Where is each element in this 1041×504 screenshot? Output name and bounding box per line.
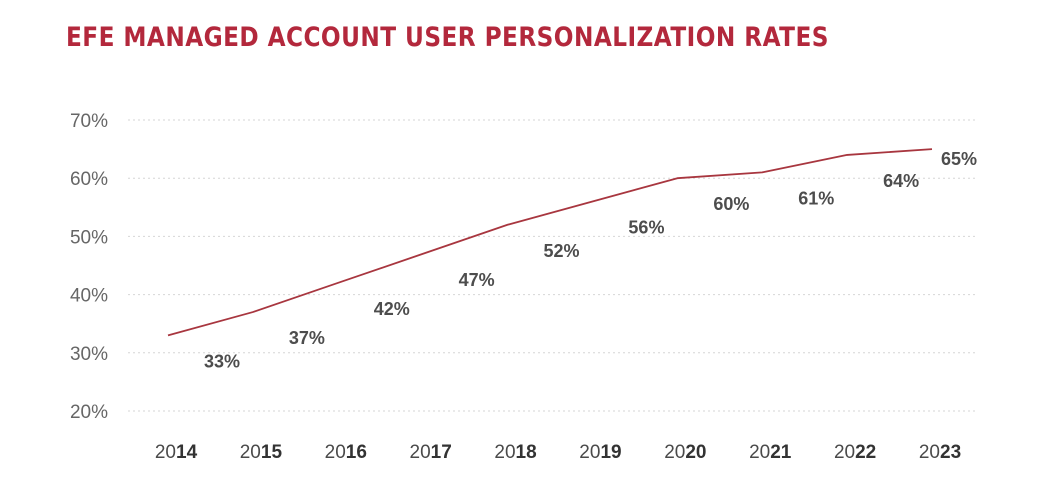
x-tick-label: 2015	[240, 442, 283, 463]
x-tick-suffix: 14	[176, 442, 198, 463]
data-label: 61%	[798, 188, 834, 208]
data-label: 47%	[459, 270, 495, 290]
x-tick-label: 2023	[919, 442, 961, 463]
data-label: 37%	[289, 328, 325, 348]
x-tick-prefix: 20	[240, 442, 261, 463]
y-tick-label: 70%	[70, 111, 108, 132]
x-tick-prefix: 20	[410, 442, 431, 463]
data-label: 52%	[544, 241, 580, 261]
x-tick-suffix: 20	[685, 442, 706, 463]
x-tick-suffix: 17	[431, 442, 452, 463]
data-label: 65%	[941, 149, 977, 169]
chart-title: EFE MANAGED ACCOUNT USER PERSONALIZATION…	[66, 22, 829, 53]
x-tick-label: 2016	[325, 442, 367, 463]
series-layer	[167, 148, 933, 337]
y-axis: 20% 30% 40% 50% 60% 70%	[70, 111, 108, 423]
y-tick-label: 40%	[70, 286, 108, 307]
x-tick-prefix: 20	[834, 442, 855, 463]
x-tick-label: 2022	[834, 442, 876, 463]
x-tick-prefix: 20	[664, 442, 685, 463]
x-tick-prefix: 20	[579, 442, 600, 463]
x-tick-prefix: 20	[155, 442, 176, 463]
x-tick-label: 2017	[410, 442, 452, 463]
x-tick-label: 2018	[494, 442, 536, 463]
x-tick-label: 2014	[155, 442, 198, 463]
x-tick-prefix: 20	[494, 442, 515, 463]
data-label: 60%	[713, 194, 749, 214]
y-tick-label: 50%	[70, 227, 108, 248]
x-tick-suffix: 18	[516, 442, 537, 463]
x-tick-label: 2020	[664, 442, 706, 463]
x-tick-label: 2021	[749, 442, 792, 463]
x-tick-label: 2019	[579, 442, 621, 463]
y-tick-label: 30%	[70, 344, 108, 365]
data-label: 42%	[374, 299, 410, 319]
x-tick-suffix: 15	[261, 442, 283, 463]
x-tick-suffix: 23	[940, 442, 961, 463]
x-tick-prefix: 20	[919, 442, 940, 463]
y-tick-label: 60%	[70, 169, 108, 190]
x-axis: 2014 2015 2016 2017 2018 2019 2020 2021 2022 2023	[155, 442, 961, 463]
data-label: 56%	[628, 217, 664, 237]
data-label: 33%	[204, 351, 240, 371]
gridlines	[128, 119, 975, 412]
x-tick-suffix: 19	[600, 442, 621, 463]
x-tick-suffix: 22	[855, 442, 876, 463]
x-tick-suffix: 16	[346, 442, 367, 463]
series-line	[167, 148, 933, 337]
x-tick-suffix: 21	[770, 442, 792, 463]
data-label: 64%	[883, 171, 919, 191]
y-tick-label: 20%	[70, 402, 108, 423]
x-tick-prefix: 20	[325, 442, 346, 463]
data-labels: 33% 37% 42% 47% 52% 56% 60% 61% 64% 65%	[204, 149, 977, 371]
x-tick-prefix: 20	[749, 442, 770, 463]
